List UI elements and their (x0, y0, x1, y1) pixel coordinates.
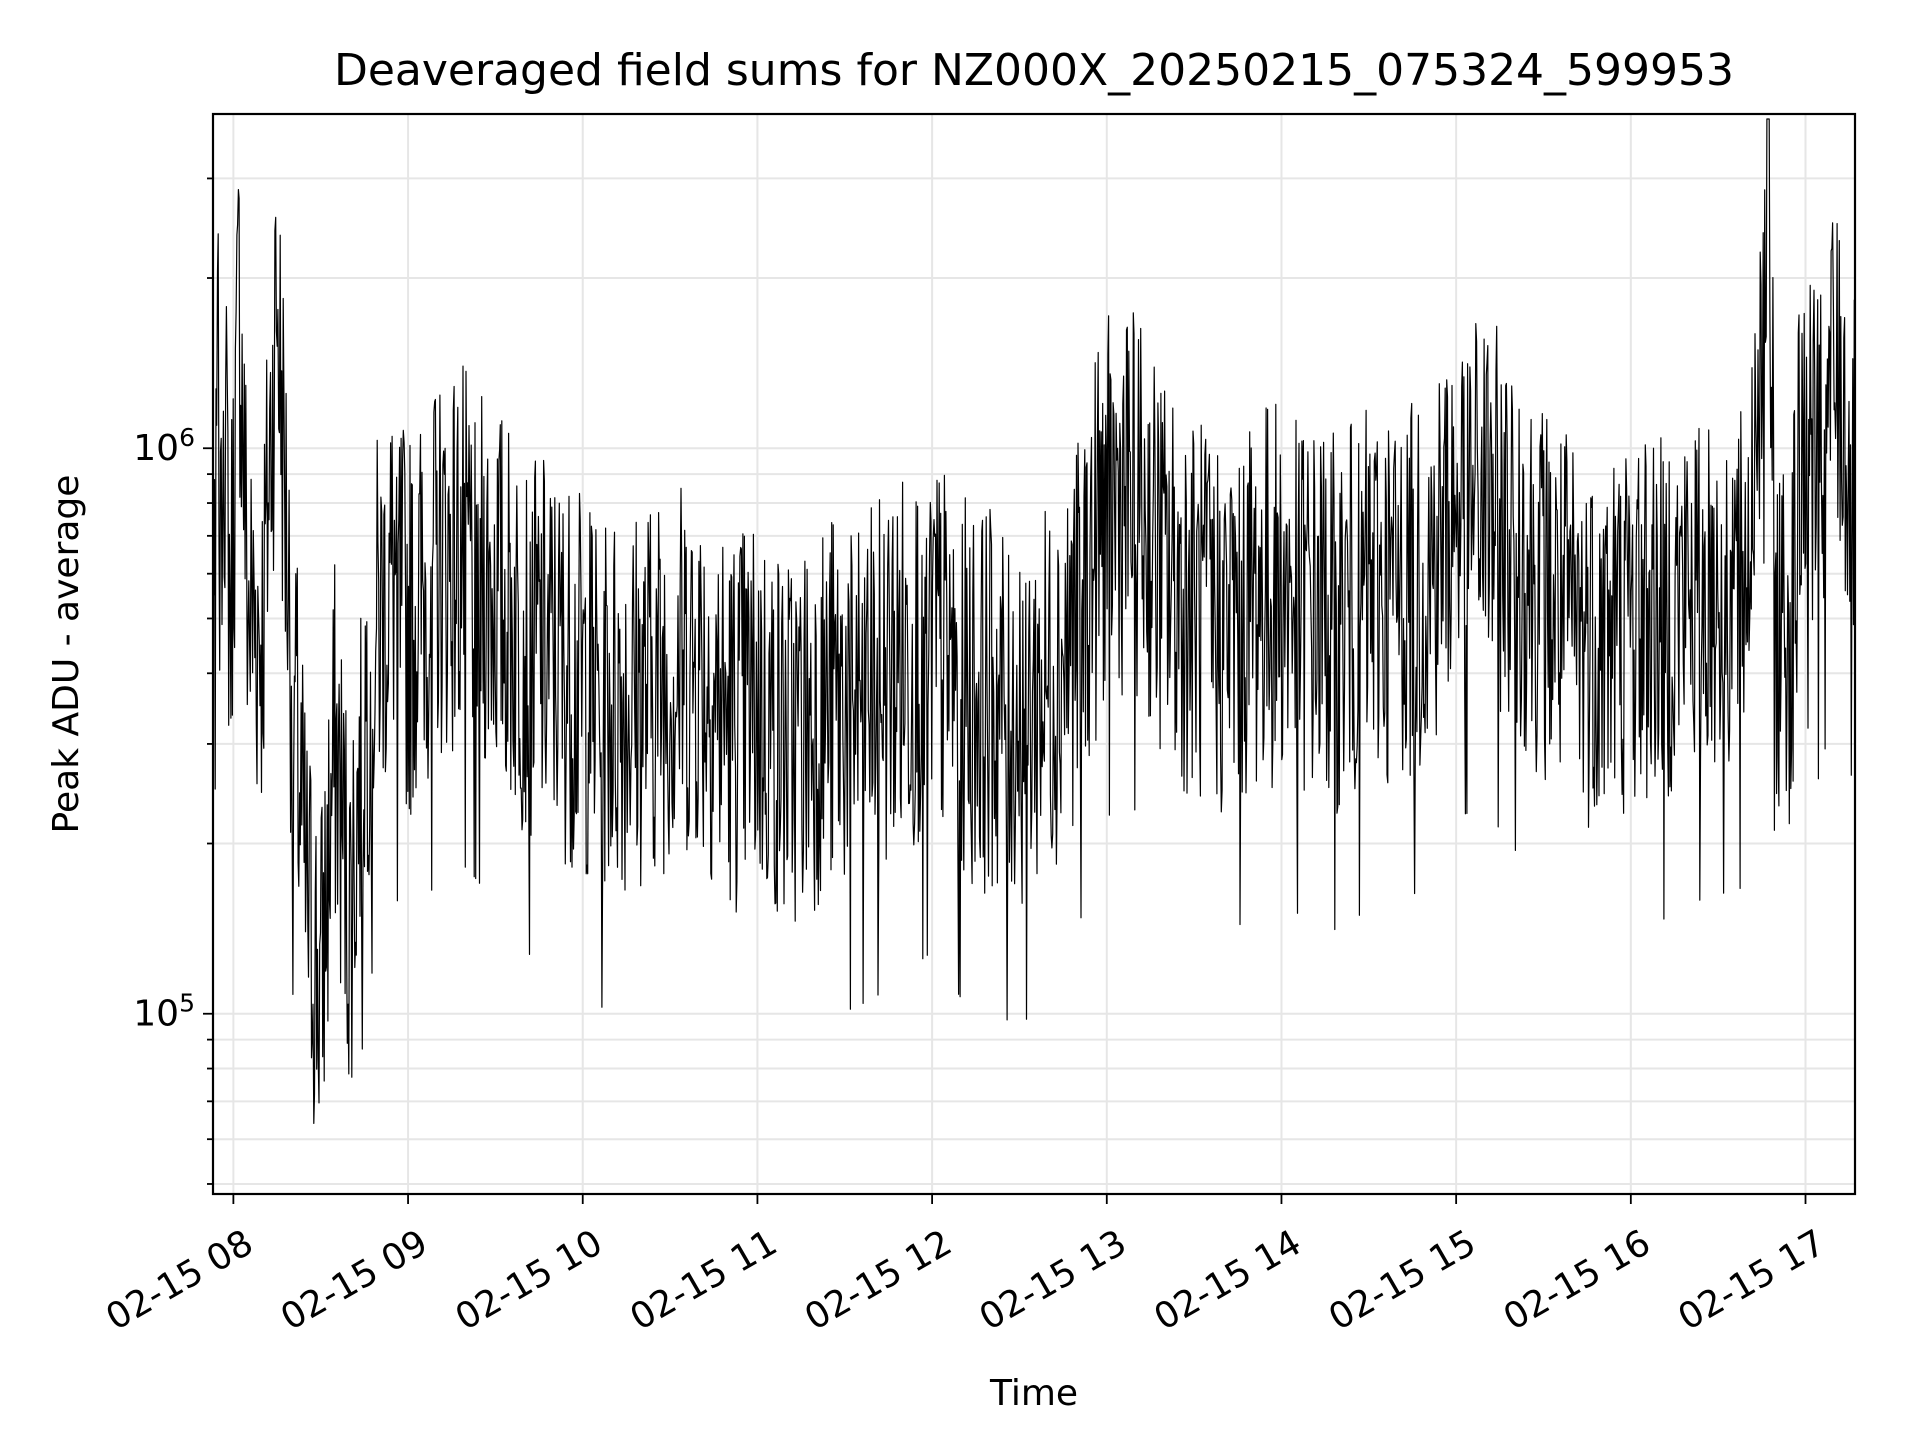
chart-title: Deaveraged field sums for NZ000X_2025021… (334, 45, 1734, 96)
y-axis-label: Peak ADU - average (46, 475, 87, 834)
series-line (212, 118, 1856, 1124)
plot-frame (211, 112, 1857, 1196)
y-tick-label: 105 (133, 989, 195, 1035)
series (212, 118, 1856, 1124)
y-tick-label: 106 (133, 423, 195, 469)
y-axis: 105 106 (133, 177, 213, 1185)
x-axis-label: Time (989, 1373, 1078, 1414)
